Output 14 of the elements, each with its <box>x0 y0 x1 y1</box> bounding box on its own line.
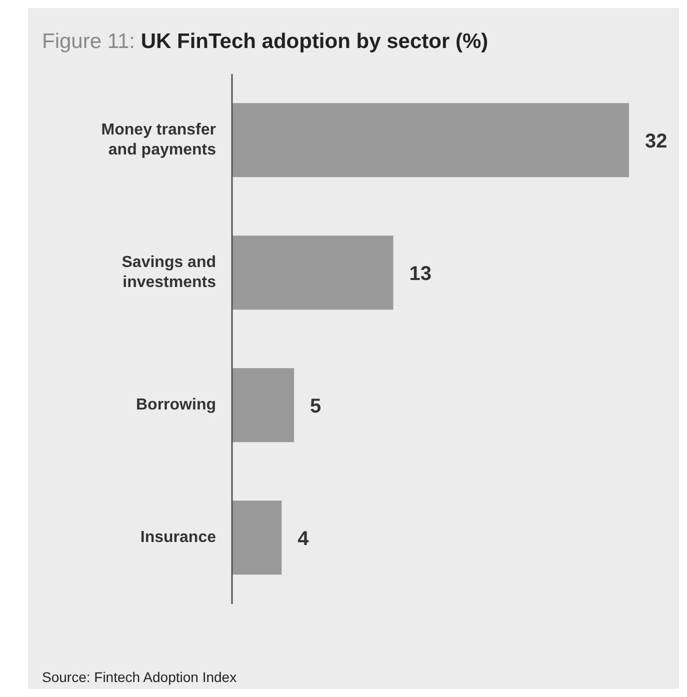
bar <box>232 500 282 575</box>
chart-title: Figure 11: UK FinTech adoption by sector (%) <box>42 30 488 53</box>
bar <box>232 368 294 442</box>
data-label: 32 <box>645 130 668 152</box>
y-tick-label: Borrowing <box>136 396 216 414</box>
data-label: 13 <box>409 262 432 285</box>
y-tick-label: Money transfer and payments <box>101 121 216 158</box>
bar <box>232 236 394 310</box>
y-tick-label: Insurance <box>140 528 216 546</box>
bar <box>232 103 629 178</box>
source-note: Source: Fintech Adoption Index <box>42 669 237 685</box>
y-tick-label: Savings and investments <box>122 254 216 291</box>
data-label: 5 <box>310 395 322 418</box>
data-label: 4 <box>298 528 310 550</box>
